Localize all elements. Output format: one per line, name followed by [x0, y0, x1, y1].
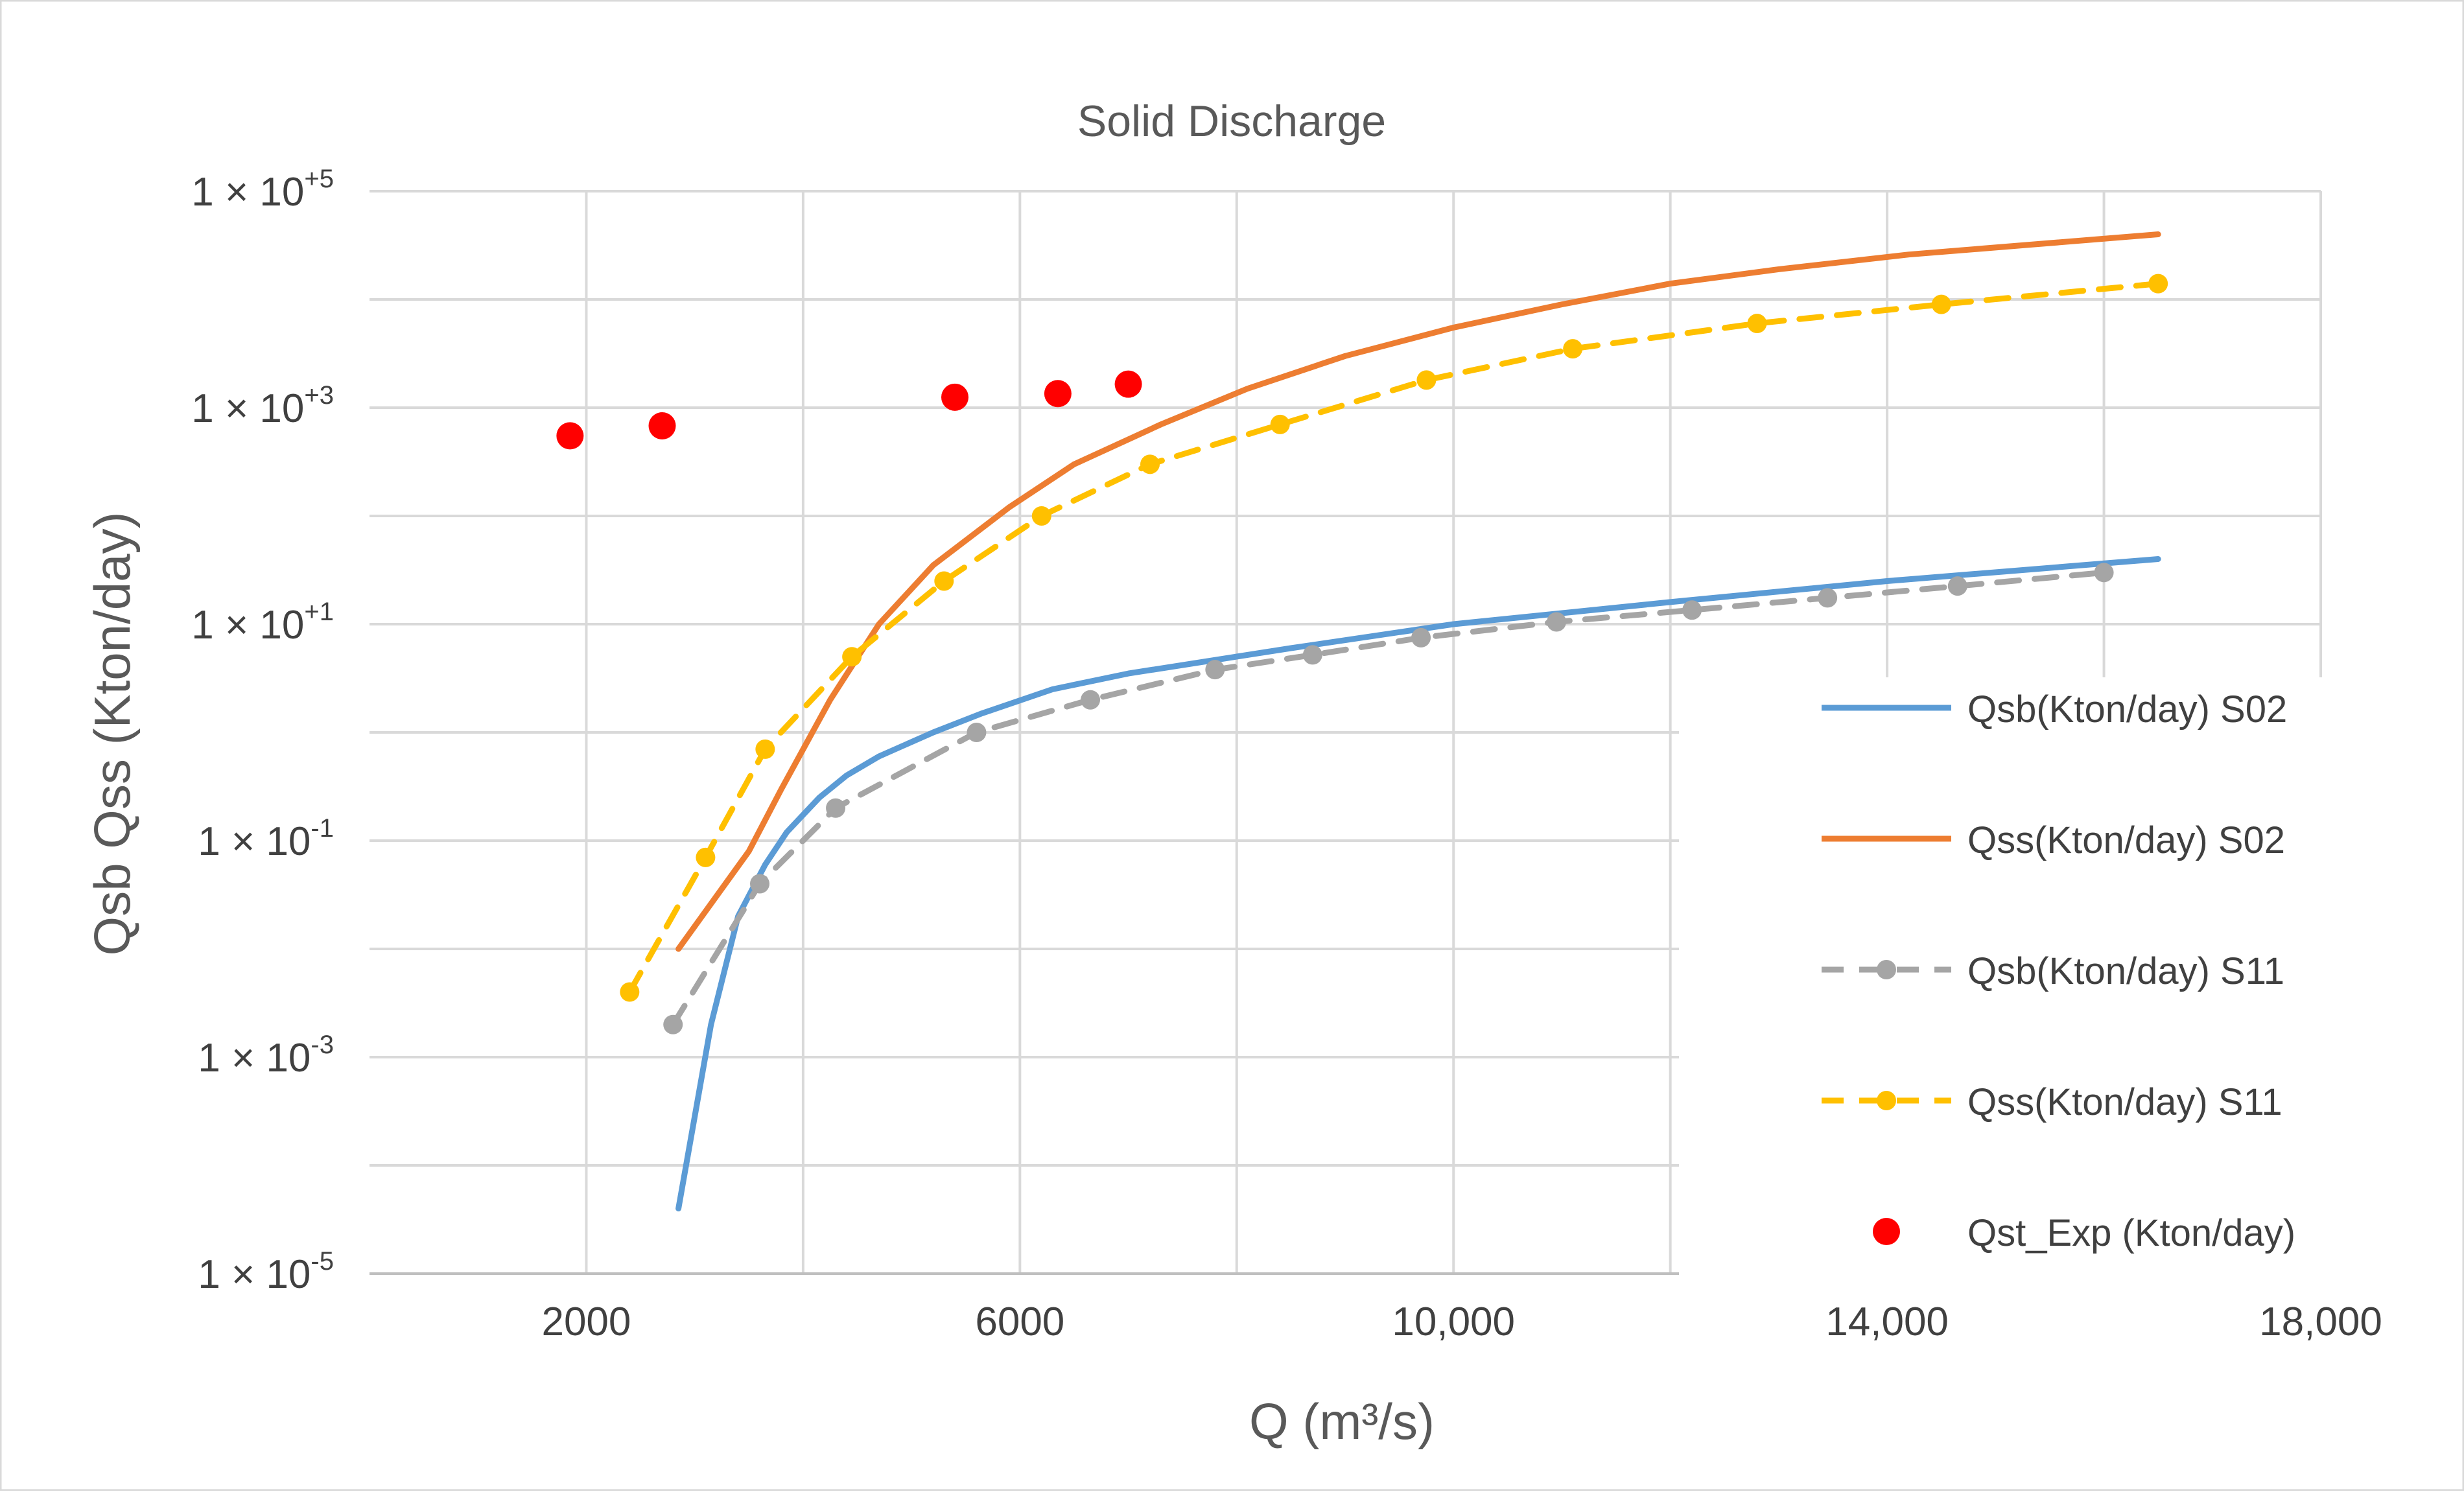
y-tick-label: 1 × 10-1	[198, 814, 334, 864]
x-axis-title: Q (m³/s)	[1249, 1393, 1435, 1450]
data-point	[696, 847, 716, 867]
data-point	[1416, 370, 1437, 390]
y-tick-base: 1 × 10	[191, 170, 304, 215]
legend-swatch-marker	[1877, 1091, 1896, 1110]
y-tick-exponent: -1	[311, 814, 334, 843]
y-tick-label: 1 × 10-5	[198, 1247, 334, 1297]
y-tick-base: 1 × 10	[198, 1252, 311, 1297]
legend-item: Qsb(Kton/day) S11	[1822, 950, 2284, 992]
y-tick-base: 1 × 10	[191, 386, 304, 431]
data-point	[2148, 274, 2168, 294]
data-point	[1682, 600, 1702, 620]
data-point	[2094, 563, 2114, 583]
chart-title: Solid Discharge	[1077, 97, 1386, 146]
data-point	[941, 383, 968, 411]
series-group	[663, 563, 2114, 1034]
data-point	[1747, 314, 1767, 334]
x-tick-label: 2000	[541, 1300, 631, 1344]
data-point	[1140, 454, 1160, 474]
data-point	[1547, 612, 1567, 632]
y-tick-base: 1 × 10	[191, 603, 304, 648]
data-point	[1205, 660, 1225, 680]
legend-swatch-marker	[1877, 960, 1896, 979]
y-tick-base: 1 × 10	[198, 1036, 311, 1080]
data-point	[1411, 627, 1431, 648]
legend-swatch-marker	[1873, 1218, 1900, 1245]
y-tick-label: 1 × 10+3	[191, 381, 334, 431]
series-group	[675, 231, 2161, 952]
y-tick-exponent: -3	[311, 1031, 334, 1059]
legend-label: Qst_Exp (Kton/day)	[1967, 1212, 2295, 1254]
x-tick-label: 6000	[975, 1300, 1064, 1344]
data-point	[663, 1014, 683, 1034]
y-tick-exponent: +3	[304, 381, 334, 410]
series-group	[620, 274, 2168, 1002]
legend-label: Qsb(Kton/day) S11	[1967, 950, 2284, 992]
data-point	[826, 798, 846, 818]
legend-item: Qsb(Kton/day) S02	[1822, 688, 2287, 730]
data-point	[1563, 339, 1583, 359]
data-point	[556, 422, 584, 450]
x-tick-label: 10,000	[1392, 1300, 1515, 1344]
data-point	[1044, 380, 1072, 408]
series-group	[556, 370, 1142, 450]
legend-background	[1679, 677, 2431, 1280]
y-tick-exponent: +1	[304, 598, 334, 626]
data-point	[1931, 294, 1951, 314]
series-layer	[556, 231, 2168, 1211]
y-tick-label: 1 × 10+5	[191, 165, 334, 215]
data-point	[1081, 690, 1101, 710]
data-point	[755, 739, 775, 759]
data-point	[1947, 576, 1967, 596]
x-tick-label: 18,000	[2259, 1300, 2382, 1344]
x-tick-label: 14,000	[1825, 1300, 1949, 1344]
legend-label: Qss(Kton/day) S02	[1967, 819, 2285, 861]
data-point	[842, 647, 862, 667]
y-tick-exponent: +5	[304, 165, 334, 193]
y-axis-title: Qsb Qss (Kton/day)	[84, 512, 141, 956]
y-tick-label: 1 × 10-3	[198, 1031, 334, 1080]
data-point	[1114, 370, 1142, 398]
data-point	[934, 571, 954, 591]
legend-item: Qss(Kton/day) S02	[1822, 819, 2285, 861]
legend-item: Qss(Kton/day) S11	[1822, 1081, 2282, 1123]
data-point	[648, 412, 676, 439]
y-tick-exponent: -5	[311, 1247, 334, 1276]
data-point	[1302, 645, 1322, 665]
y-tick-label: 1 × 10+1	[191, 598, 334, 648]
legend-item: Qst_Exp (Kton/day)	[1873, 1212, 2295, 1254]
data-point	[1818, 588, 1838, 608]
series-line	[675, 231, 2161, 952]
data-point	[967, 723, 987, 742]
data-point	[1031, 506, 1051, 526]
legend-label: Qss(Kton/day) S11	[1967, 1081, 2282, 1123]
legend: Qsb(Kton/day) S02 Qss(Kton/day) S02 Qsb(Kt…	[1822, 688, 2295, 1254]
data-point	[620, 982, 640, 1002]
y-tick-base: 1 × 10	[198, 819, 311, 864]
legend-label: Qsb(Kton/day) S02	[1967, 688, 2287, 730]
data-point	[750, 874, 769, 894]
data-point	[1270, 414, 1290, 434]
